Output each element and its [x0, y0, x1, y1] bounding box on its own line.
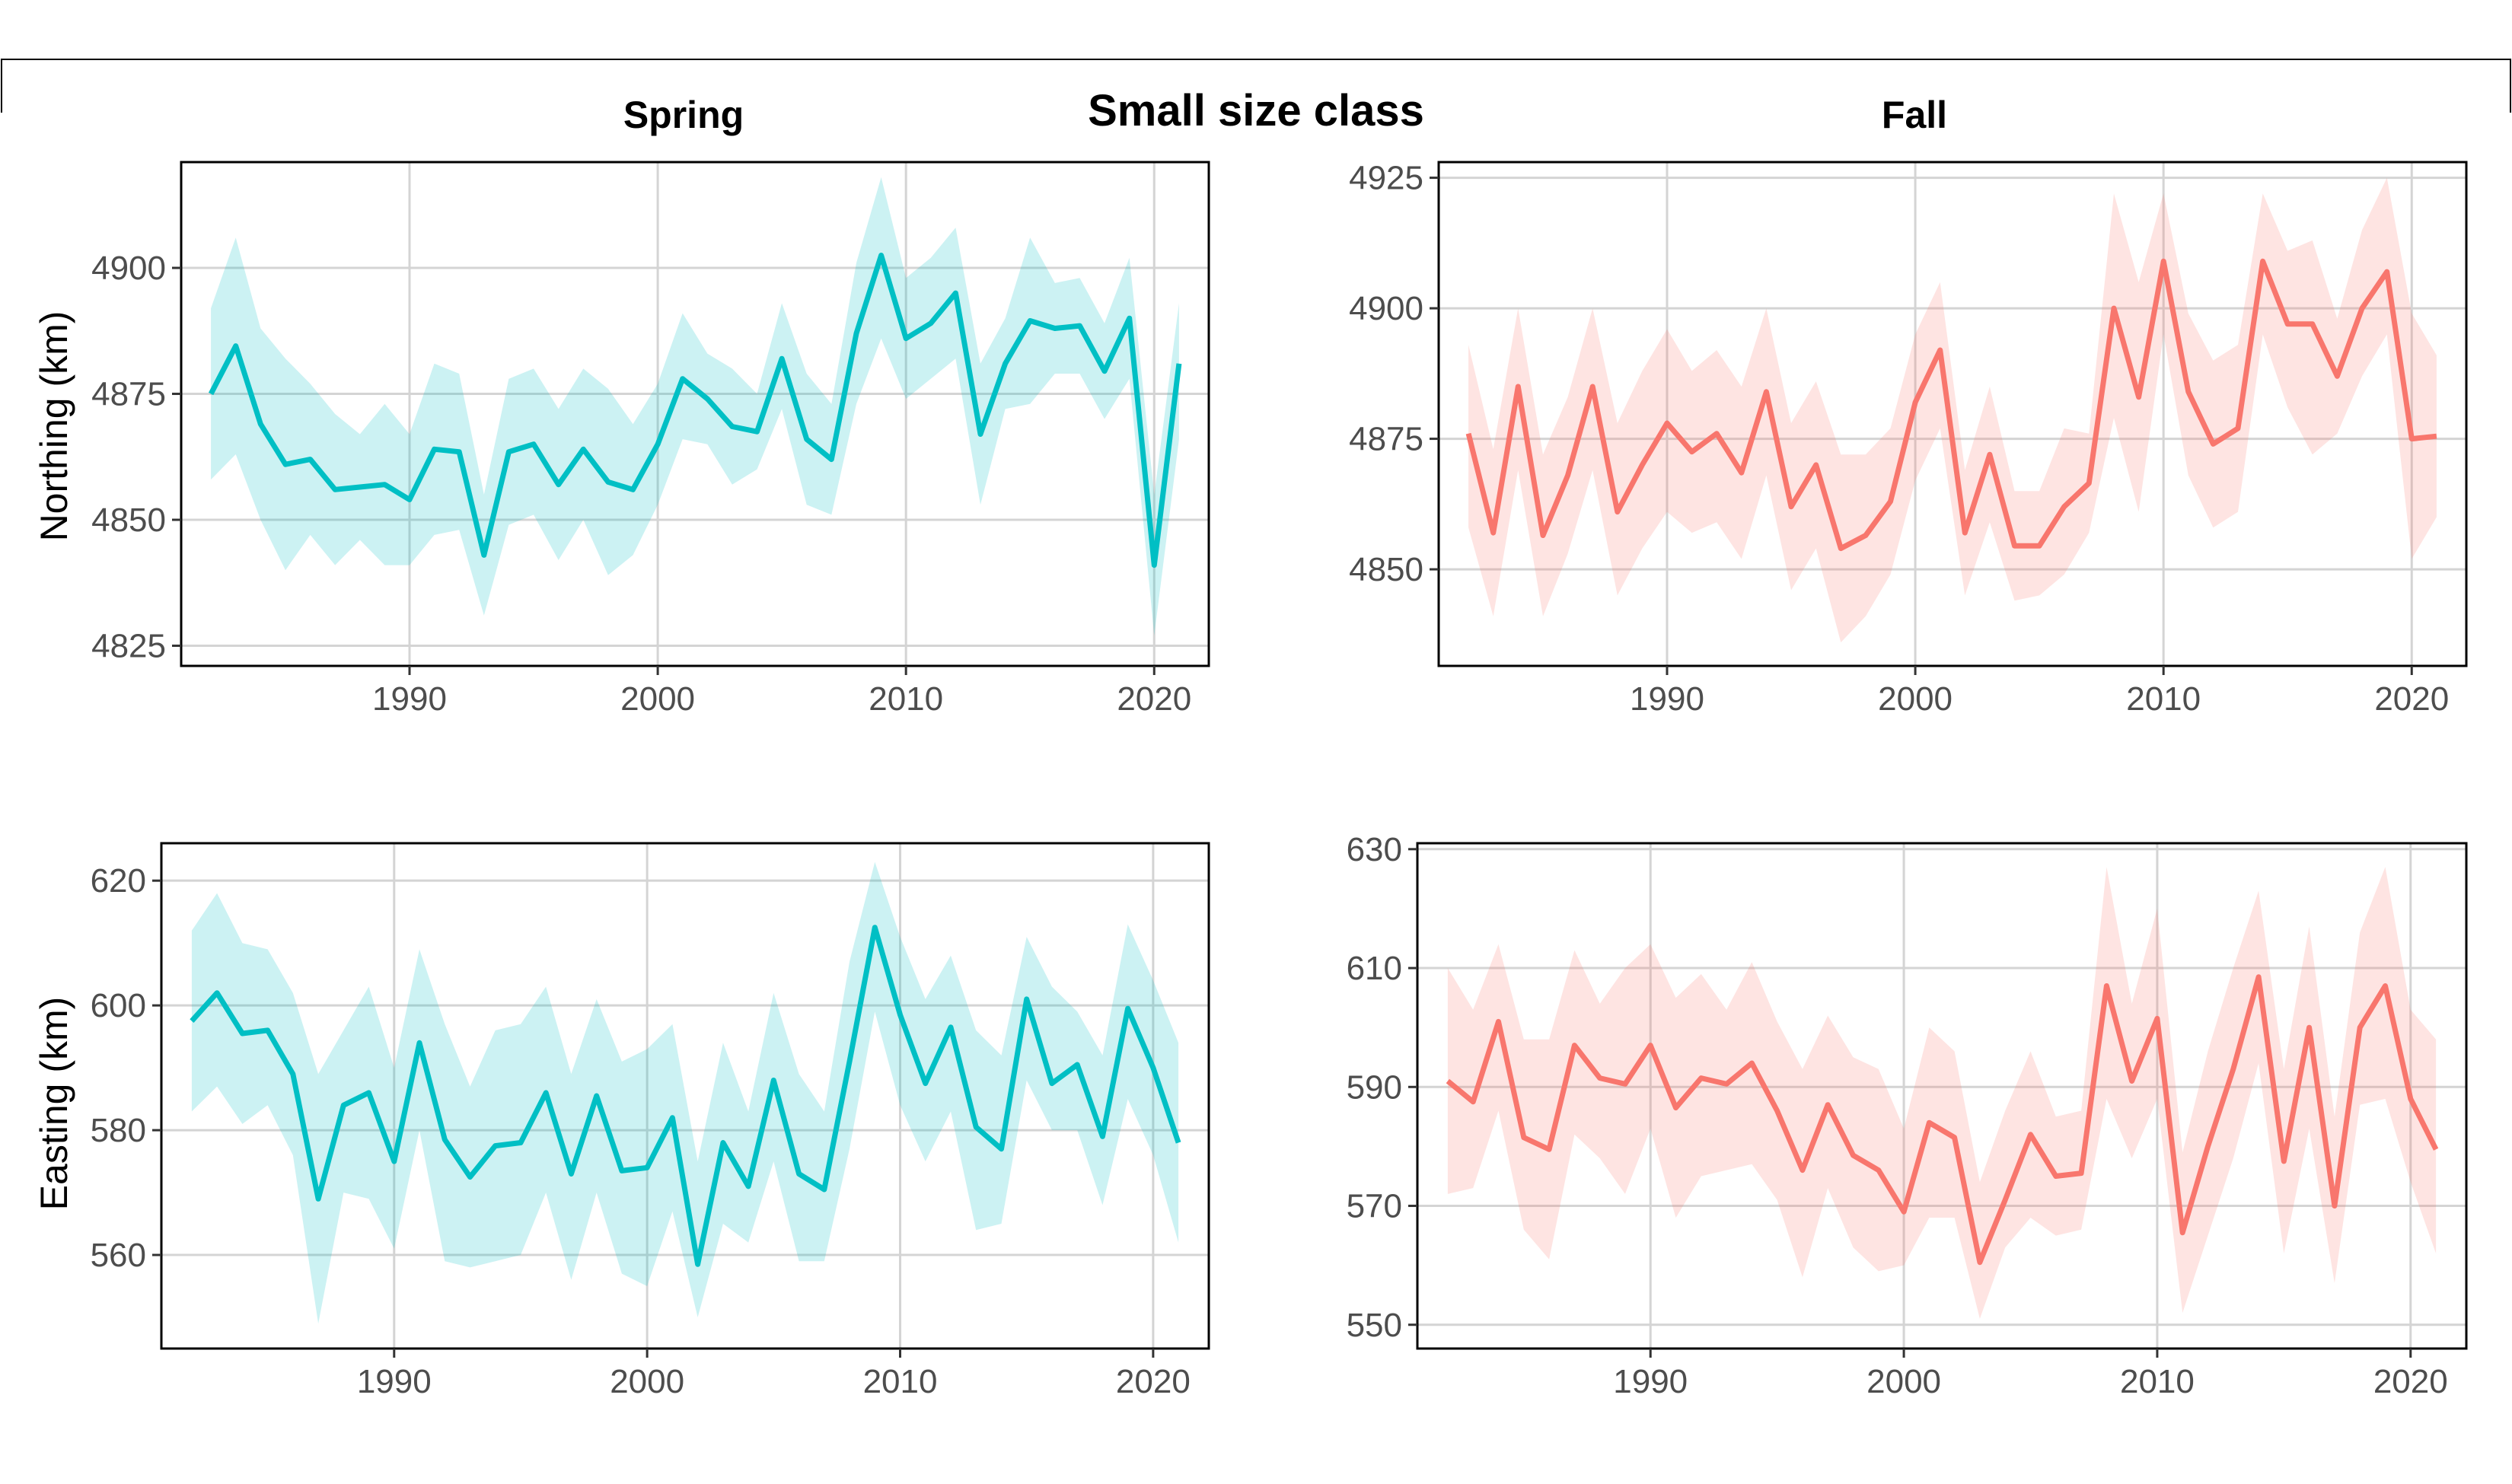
x-tick-label: 2020: [1117, 680, 1191, 718]
y-tick-label: 4900: [91, 250, 166, 287]
series-line: [1446, 974, 2439, 1266]
col-title-spring: Spring: [623, 94, 744, 136]
x-tick-label: 2000: [1878, 680, 1953, 718]
y-tick-label: 560: [91, 1237, 146, 1274]
x-tick-label: 1990: [1630, 680, 1704, 718]
y-tick-label: 610: [1347, 950, 1402, 987]
x-tick-label: 2020: [2373, 1363, 2448, 1400]
panel-border: [160, 842, 1210, 1350]
main-title: Small size class: [1088, 86, 1424, 135]
x-tick-label: 2000: [610, 1363, 684, 1400]
panel-border: [1416, 842, 2468, 1350]
panel-border: [180, 161, 1210, 667]
x-tick-label: 2010: [863, 1363, 938, 1400]
x-tick-label: 1990: [1613, 1363, 1688, 1400]
confidence-ribbon: [211, 177, 1179, 636]
panel-fall-northing: 1990 2000 2010 2020 4850 4875 4900 4925: [1349, 160, 2468, 718]
y-tick-label: 630: [1347, 831, 1402, 868]
x-tick-label: 2020: [2374, 680, 2449, 718]
x-tick-label: 2010: [2120, 1363, 2195, 1400]
x-tick-label: 2000: [620, 680, 695, 718]
series-line: [208, 253, 1182, 568]
row-label-easting: Easting (km): [33, 997, 75, 1211]
y-tick-label: 4825: [91, 628, 166, 665]
y-tick-label: 620: [91, 862, 146, 900]
col-title-fall: Fall: [1882, 94, 1947, 136]
panel-spring-northing: 1990 2000 2010 2020 4825 4850 4875 4900: [91, 161, 1210, 718]
x-tick-label: 2000: [1866, 1363, 1941, 1400]
confidence-ribbon: [1447, 867, 2437, 1319]
confidence-ribbon: [1468, 177, 2437, 643]
x-tick-label: 2010: [2126, 680, 2201, 718]
x-tick-label: 1990: [372, 680, 447, 718]
x-tick-label: 1990: [357, 1363, 432, 1400]
y-tick-label: 4850: [1349, 551, 1423, 588]
y-tick-label: 4875: [91, 376, 166, 413]
x-tick-label: 2020: [1116, 1363, 1191, 1400]
panel-fall-easting: 1990 2000 2010 2020 550 570 590 610 630: [1347, 831, 2468, 1400]
y-tick-label: 580: [91, 1112, 146, 1149]
y-tick-label: 4900: [1349, 290, 1423, 327]
panel-spring-easting: 1990 2000 2010 2020 560 580 600 620: [91, 842, 1210, 1400]
y-tick-label: 590: [1347, 1068, 1402, 1106]
series-line: [190, 925, 1181, 1267]
y-tick-label: 570: [1347, 1188, 1402, 1225]
x-tick-label: 2010: [869, 680, 943, 718]
y-tick-label: 550: [1347, 1307, 1402, 1344]
row-label-northing: Northing (km): [33, 311, 75, 542]
y-tick-label: 600: [91, 987, 146, 1024]
y-tick-label: 4925: [1349, 160, 1423, 197]
header-bracket: [1, 59, 2511, 113]
y-tick-label: 4875: [1349, 421, 1423, 458]
y-tick-label: 4850: [91, 502, 166, 539]
panel-border: [1437, 161, 2468, 667]
confidence-ribbon: [191, 861, 1179, 1324]
series-line: [1465, 258, 2437, 552]
